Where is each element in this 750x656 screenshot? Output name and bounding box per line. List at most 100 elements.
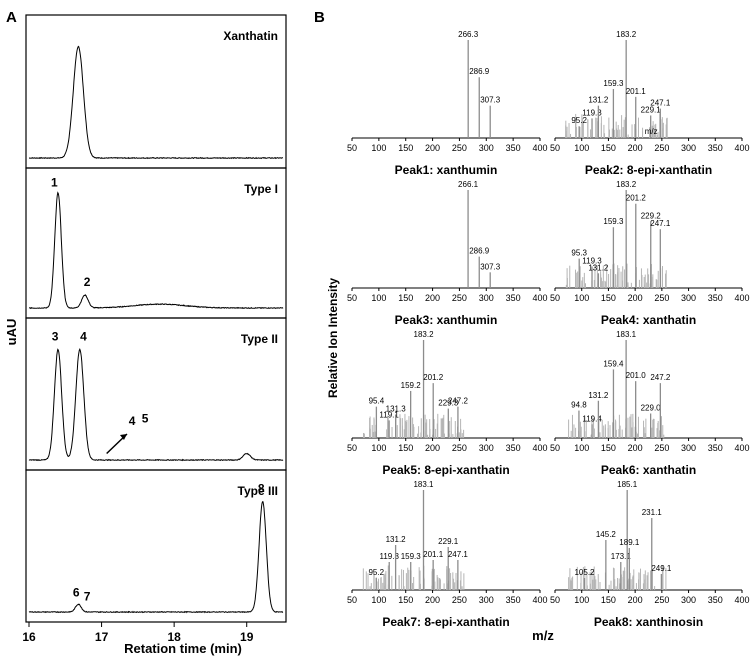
peak-label: 5 [142,411,149,425]
subplot-title: Xanthatin [223,29,278,43]
x-tick-label: 50 [550,443,560,453]
x-tick-label: 250 [654,443,669,453]
x-tick-label: 50 [347,143,357,153]
peak-mz-label: 229.2 [641,211,662,220]
peak-mz-label: 189.1 [619,538,640,547]
x-tick-label: 100 [371,443,386,453]
peak-mz-label: 266.1 [458,180,479,189]
panel-b-letter: B [314,9,325,26]
x-tick-label: 350 [708,293,723,303]
panel-a-letter: A [6,9,17,26]
x-tick-label: 300 [479,443,494,453]
peak-mz-label: 307.3 [480,96,501,105]
x-tick-label: 17 [95,630,109,644]
x-tick-label: 150 [601,443,616,453]
panel-b-ylabel: Relative Ion Intensity [326,278,340,398]
x-tick-label: 400 [532,143,547,153]
x-tick-label: 300 [479,293,494,303]
peak-mz-label: 119.1 [379,410,399,419]
x-tick-label: 300 [681,293,696,303]
x-tick-label: 300 [479,595,494,605]
peak-mz-label: 201.1 [423,550,444,559]
x-tick-label: 100 [371,595,386,605]
peak-mz-label: 201.2 [626,194,647,203]
x-tick-label: 150 [398,143,413,153]
x-tick-label: 200 [425,143,440,153]
x-tick-label: 350 [506,595,521,605]
x-tick-label: 400 [734,143,749,153]
x-tick-label: 250 [654,143,669,153]
peak-mz-label: 201.1 [626,87,647,96]
spectrum-title: Peak7: 8-epi-xanthatin [382,615,509,629]
subplot-title: Type III [238,484,278,498]
peak-mz-label: 173.1 [611,552,632,561]
x-tick-label: 150 [398,595,413,605]
peak-label: 4 [80,329,87,343]
chromatogram-trace [28,191,284,310]
peak-mz-label: 119.3 [380,552,400,561]
x-tick-label: 400 [734,443,749,453]
x-tick-label: 300 [681,443,696,453]
x-tick-label: 150 [601,293,616,303]
spectrum-title: Peak3: xanthumin [395,313,498,327]
peak-label: 2 [84,275,91,289]
peak-mz-label: 183.2 [616,30,637,39]
x-tick-label: 350 [708,143,723,153]
peak-label: 4 [129,414,136,428]
peak-mz-label: 95.4 [369,397,385,406]
peak-label: 1 [51,175,58,189]
x-tick-label: 50 [347,595,357,605]
x-tick-label: 400 [532,443,547,453]
peak-mz-label: 247.1 [448,550,469,559]
chromatogram-trace [29,45,284,160]
peak-mz-label: 131.2 [588,263,609,272]
peak-mz-label: 119.4 [582,414,602,423]
x-tick-label: 400 [532,595,547,605]
peak-mz-label: 247.1 [650,99,671,108]
x-tick-label: 350 [506,293,521,303]
x-tick-label: 200 [425,595,440,605]
spectrum-title: Peak4: xanthatin [601,313,696,327]
x-tick-label: 350 [506,443,521,453]
peak-mz-label: 307.3 [480,262,501,271]
peak-mz-label: 159.3 [401,552,422,561]
panel-b-xlabel: m/z [532,628,554,643]
x-tick-label: 16 [22,630,36,644]
subplot-title: Type I [244,182,278,196]
x-tick-label: 18 [167,630,181,644]
peak-mz-label: 183.1 [413,480,434,489]
peak-mz-label: 131.3 [386,404,407,413]
peak-mz-label: 286.9 [469,67,490,76]
x-tick-label: 350 [506,143,521,153]
x-tick-label: 100 [371,293,386,303]
peak-mz-label: 159.3 [603,79,624,88]
peak-mz-label: 229.1 [641,105,662,114]
x-tick-label: 250 [654,595,669,605]
chromatogram-trace [28,348,284,462]
peak-mz-label: 119.3 [582,256,602,265]
peak-mz-label: 229.3 [438,399,459,408]
x-tick-label: 150 [601,595,616,605]
x-tick-label: 400 [734,595,749,605]
x-tick-label: 100 [574,143,589,153]
peak-label: 7 [84,589,91,603]
peak-mz-label: 249.1 [651,564,672,573]
x-tick-label: 150 [398,443,413,453]
chromatogram-trace [28,501,284,614]
x-tick-label: 100 [574,443,589,453]
x-tick-label: 150 [601,143,616,153]
small-xlabel: m/z [645,127,658,136]
x-tick-label: 100 [371,143,386,153]
peak-mz-label: 229.1 [438,537,459,546]
peak-mz-label: 131.2 [588,96,609,105]
x-tick-label: 50 [550,293,560,303]
x-tick-label: 200 [628,595,643,605]
peak-mz-label: 105.2 [574,568,595,577]
mass-spectra-panel: 266.3 286.9 307.3 50 100 150 200 250 300 350 400 Pe… [347,30,750,629]
spectrum-title: Peak2: 8-epi-xanthatin [585,163,712,177]
x-tick-label: 100 [574,595,589,605]
peak-mz-label: 231.1 [642,508,663,517]
x-tick-label: 250 [452,443,467,453]
